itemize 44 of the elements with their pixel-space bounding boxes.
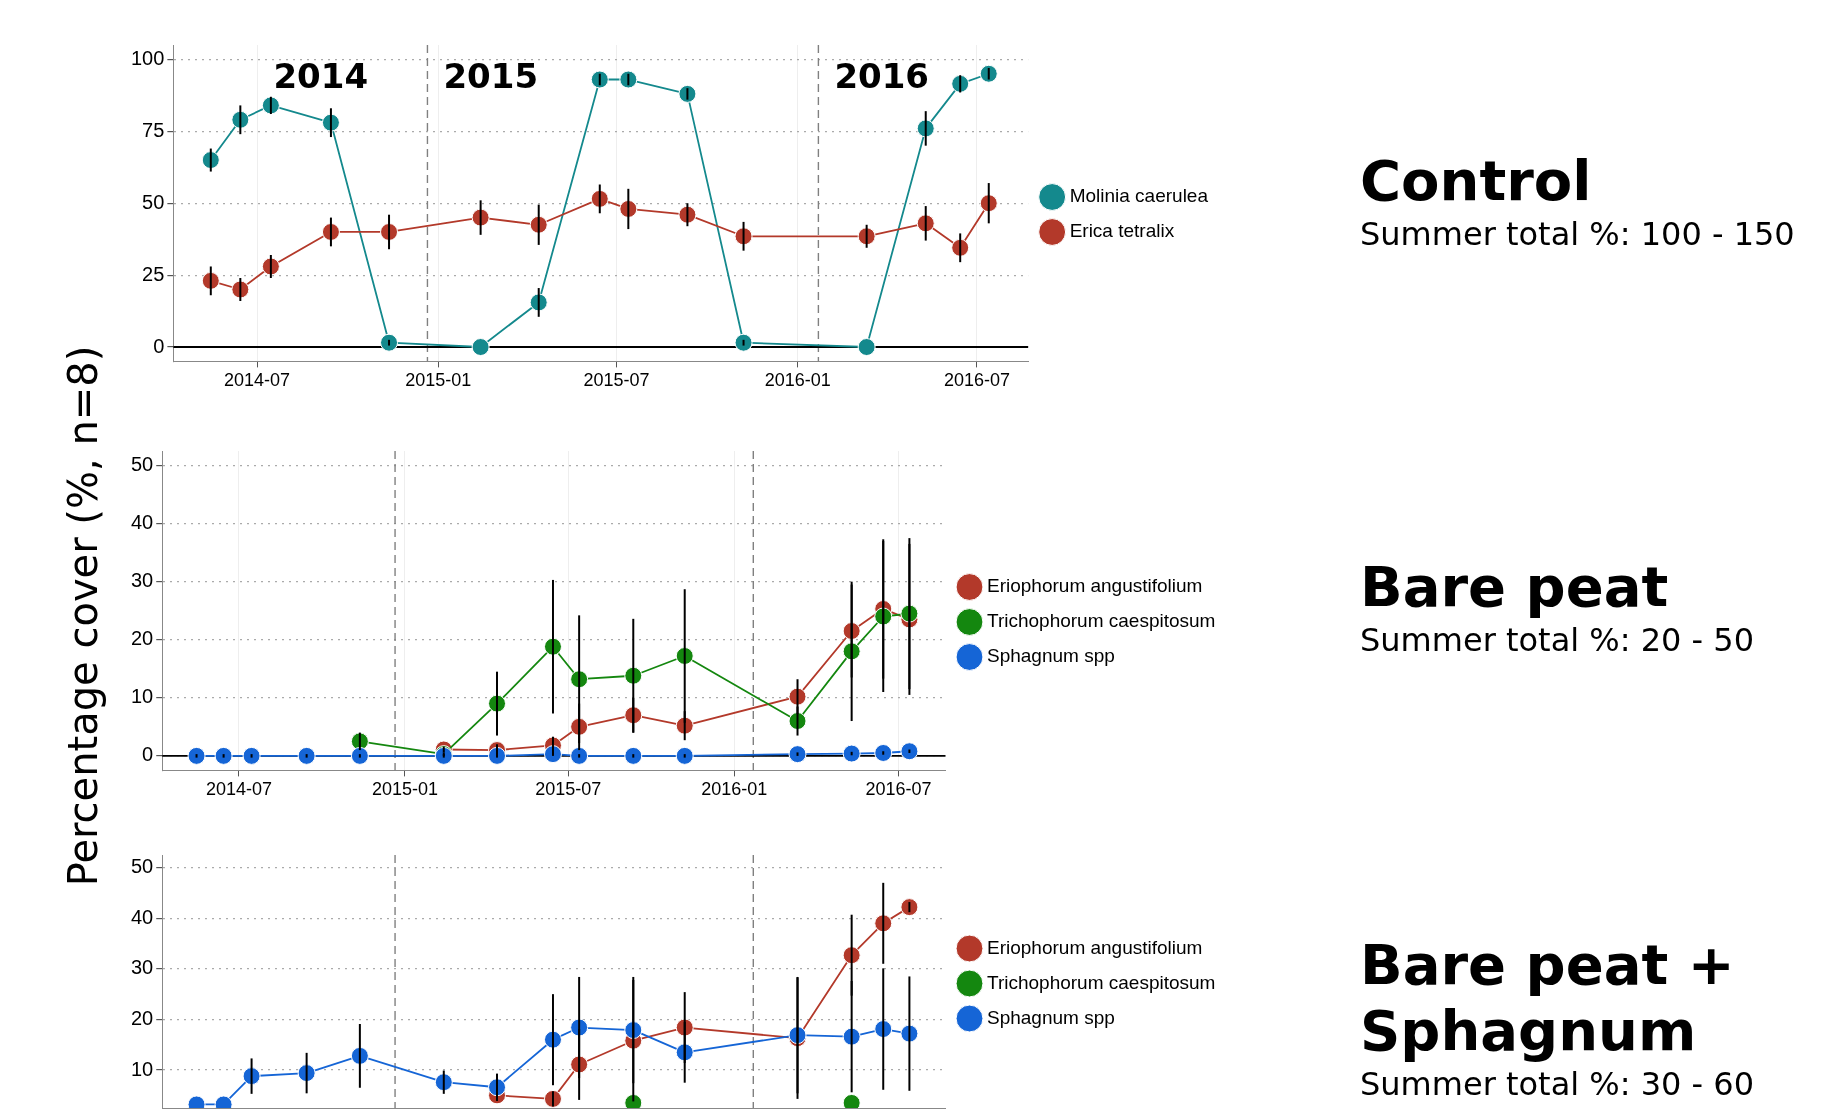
x-tick-label: 2016-01 [701, 779, 768, 800]
legend-label: Molinia caerulea [1069, 185, 1209, 207]
legend-label: Sphagnum spp [987, 1006, 1115, 1028]
y-tick-label: 0 [153, 334, 165, 357]
y-tick-label: 50 [131, 453, 154, 476]
legend-label: Eriophorum angustifolium [987, 936, 1203, 958]
x-tick-label: 2014-07 [205, 779, 272, 800]
x-tick-label: 2016-07 [943, 370, 1010, 391]
legend-label: Sphagnum spp [987, 645, 1115, 667]
y-tick-label: 40 [131, 905, 154, 928]
text: Bare peat + Sphagnum [1360, 932, 1736, 1064]
x-tick-label: 2015-01 [371, 779, 439, 800]
y-tick-label: 20 [131, 627, 154, 650]
text: Bare peat [1360, 554, 1670, 620]
y-tick-label: 25 [142, 262, 165, 285]
y-axis-title: Percentage cover (%, n=8) [60, 345, 106, 887]
text: Summer total %: 100 - 150 [1360, 214, 1796, 254]
y-tick-label: 20 [131, 1006, 154, 1029]
text: Summer total %: 20 - 50 [1360, 620, 1755, 660]
annotation: 2014 [273, 55, 369, 96]
y-tick-label: 40 [131, 511, 154, 534]
y-tick-label: 50 [131, 855, 154, 878]
y-tick-label: 0 [142, 743, 154, 766]
legend-label: Trichophorum caespitosum [987, 971, 1216, 993]
x-tick-label: 2016-01 [764, 370, 831, 391]
x-tick-label: 2016-07 [865, 779, 932, 800]
x-tick-label: 2015-07 [535, 779, 602, 800]
annotation: 2016 [834, 55, 930, 96]
annotation: 2015 [443, 55, 539, 96]
x-tick-label: 2015-07 [583, 370, 650, 391]
legend-label: Eriophorum angustifolium [987, 575, 1203, 597]
y-tick-label: 30 [131, 956, 154, 979]
text: Summer total %: 30 - 60 [1360, 1064, 1755, 1104]
text: Control [1360, 148, 1593, 214]
y-tick-label: 50 [142, 190, 165, 213]
y-tick-label: 100 [130, 46, 165, 69]
y-tick-label: 75 [142, 118, 165, 141]
y-tick-label: 10 [131, 1057, 154, 1080]
x-tick-label: 2015-01 [405, 370, 472, 391]
legend-label: Trichophorum caespitosum [987, 610, 1216, 632]
legend-label: Erica tetralix [1069, 220, 1175, 242]
x-tick-label: 2014-07 [224, 370, 291, 391]
y-tick-label: 10 [131, 685, 154, 708]
y-tick-label: 30 [131, 569, 154, 592]
